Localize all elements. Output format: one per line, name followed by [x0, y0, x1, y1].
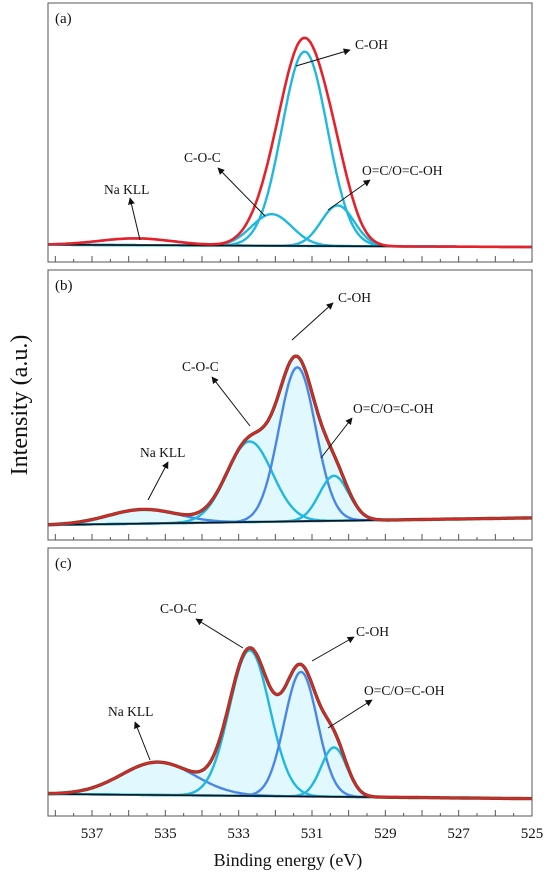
panel-c: (c) Na KLL C-O-C C-OH O=C/O=C-OH [47, 547, 533, 817]
annotation-c-o-c: C-O-C [160, 601, 197, 616]
envelope-fill [48, 647, 532, 799]
envelope-curve [47, 355, 532, 526]
annotation-c-o-c: C-O-C [182, 359, 219, 374]
x-tick-labels: 537 535 533 531 529 527 525 [81, 826, 544, 842]
y-axis-label: Intensity (a.u.) [7, 335, 33, 476]
annotation-c-oh: C-OH [356, 624, 389, 639]
annotation-arrow [195, 618, 244, 649]
panel-label: (b) [55, 278, 73, 294]
annotation-arrow [134, 721, 151, 761]
x-tick-label: 527 [447, 826, 470, 842]
peak-c-oh [48, 50, 532, 249]
x-tick-label: 537 [81, 826, 104, 842]
annotation-arrow [291, 302, 334, 341]
annotation-c-oh: C-OH [338, 290, 371, 305]
annotation-o-c-o-c-oh: O=C/O=C-OH [362, 163, 443, 178]
annotation-arrow [295, 48, 351, 67]
annotation-arrow [320, 417, 353, 459]
panel-frame [47, 269, 533, 541]
annotation-o-c-o-c-oh: O=C/O=C-OH [353, 401, 434, 416]
panel-frame [47, 2, 533, 263]
annotation-c-oh: C-OH [355, 37, 388, 52]
annotation-arrow [217, 167, 266, 217]
panel-frame [47, 547, 533, 817]
x-tick-label: 529 [374, 826, 397, 842]
annotation-arrow [327, 179, 371, 211]
annotation-o-c-o-c-oh: O=C/O=C-OH [364, 683, 445, 698]
panel-b: (b) Na KLL C-O-C C-OH O=C/O=C-OH [47, 269, 533, 541]
annotation-na-kll: Na KLL [108, 704, 153, 719]
annotation-arrow [128, 197, 141, 241]
panel-label: (a) [55, 11, 72, 27]
envelope-curve [47, 647, 532, 800]
panels-group: (a) Na KLL C-O-C C-OH O=C/O=C-OH (b) Na KLL C-O… [47, 2, 533, 817]
x-tick-label: 525 [521, 826, 544, 842]
annotation-na-kll: Na KLL [104, 182, 149, 197]
x-tick-label: 535 [154, 826, 177, 842]
annotation-c-o-c: C-O-C [184, 150, 221, 165]
x-tick-label: 533 [227, 826, 250, 842]
panel-label: (c) [55, 556, 72, 572]
x-axis-label: Binding energy (eV) [214, 850, 363, 871]
peak-c-o-c [48, 212, 532, 249]
annotation-arrow [211, 376, 251, 427]
envelope-curve [47, 36, 532, 249]
annotation-na-kll: Na KLL [140, 445, 185, 460]
x-tick-label: 531 [301, 826, 324, 842]
annotation-arrow [311, 636, 355, 662]
annotation-arrow [327, 699, 373, 729]
annotation-arrow [147, 461, 169, 501]
envelope-fill [48, 356, 532, 525]
panel-a: (a) Na KLL C-O-C C-OH O=C/O=C-OH [47, 2, 533, 263]
